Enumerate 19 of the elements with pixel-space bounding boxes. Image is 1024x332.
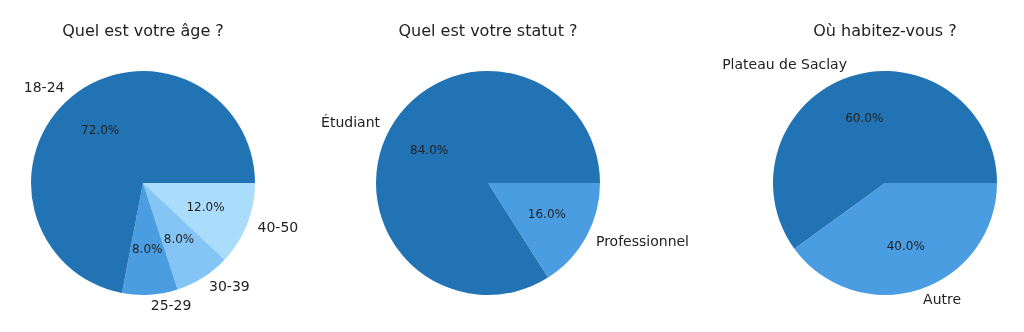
data-label: 40.0%: [886, 239, 925, 254]
chart-title: Quel est votre statut ?: [398, 21, 578, 41]
data-label: 60.0%: [845, 111, 884, 126]
slice-label: Étudiant: [321, 114, 381, 131]
data-label: 8.0%: [131, 242, 163, 257]
data-label: 12.0%: [186, 199, 225, 214]
slice-label: 18-24: [23, 78, 65, 95]
slice-label: 40-50: [257, 218, 299, 235]
slice-label: Professionnel: [595, 232, 690, 249]
data-label: 8.0%: [163, 231, 195, 246]
data-label: 84.0%: [410, 142, 449, 157]
slice-label: 30-39: [209, 277, 250, 294]
slice-label: Plateau de Saclay: [722, 56, 847, 73]
data-label: 16.0%: [527, 207, 566, 222]
chart-title: Quel est votre âge ?: [62, 21, 224, 41]
slice-label: 25-29: [150, 296, 192, 313]
data-label: 72.0%: [81, 123, 120, 138]
chart-title: Où habitez-vous ?: [813, 21, 957, 41]
slice-label: Autre: [923, 290, 962, 307]
